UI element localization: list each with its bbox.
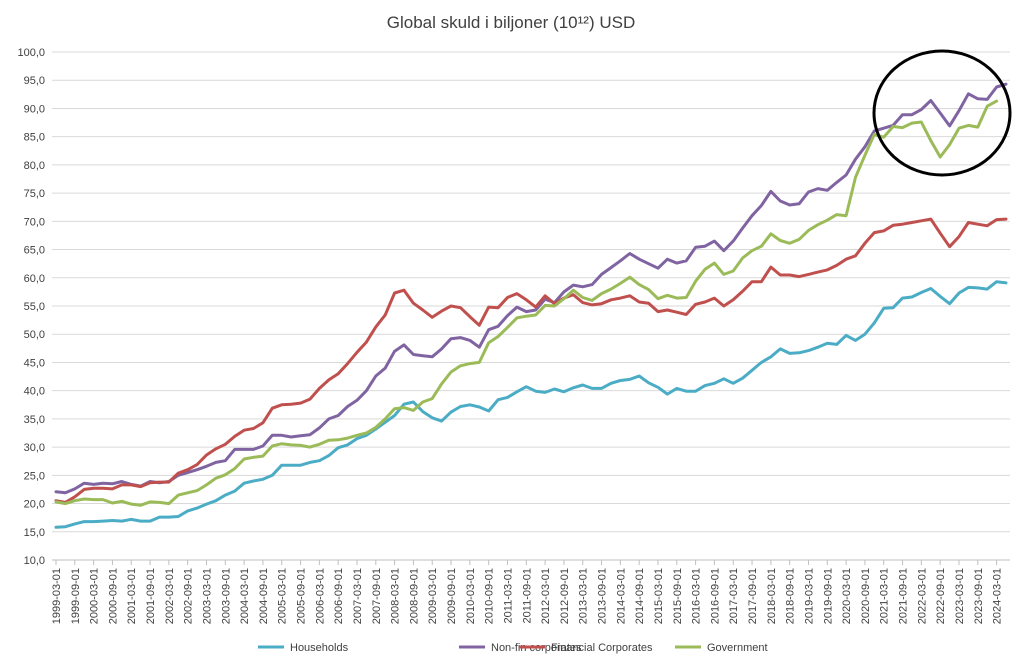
x-tick-label: 2011-09-01 — [521, 568, 533, 623]
x-tick-label: 2003-03-01 — [201, 568, 213, 624]
y-tick-label: 20,0 — [24, 499, 45, 511]
x-tick-label: 2020-03-01 — [841, 568, 853, 624]
y-tick-label: 55,0 — [24, 301, 45, 313]
x-axis: 1999-03-01 1999-09-01 2000-03-01 2000-09-01… — [51, 559, 1010, 624]
x-tick-label: 2016-09-01 — [709, 568, 721, 624]
x-tick-label: 2017-09-01 — [747, 568, 759, 624]
x-tick-label: 2008-03-01 — [390, 568, 402, 624]
legend-label: Households — [290, 642, 349, 654]
series-line-non-fin-corporates — [54, 82, 1008, 495]
y-tick-label: 70,0 — [24, 216, 45, 228]
x-tick-label: 2007-03-01 — [352, 568, 364, 624]
x-tick-label: 2014-09-01 — [634, 568, 646, 624]
x-tick-label: 2018-09-01 — [785, 568, 797, 624]
x-tick-label: 2022-09-01 — [935, 568, 947, 624]
x-tick-label: 2012-09-01 — [559, 568, 571, 624]
x-tick-label: 2005-09-01 — [296, 568, 308, 624]
grid-lines — [52, 51, 1010, 561]
x-tick-label: 2011-03-01 — [502, 568, 514, 623]
y-tick-label: 95,0 — [24, 75, 45, 87]
x-tick-label: 2004-09-01 — [258, 568, 270, 624]
x-tick-label: 2002-03-01 — [164, 568, 176, 624]
legend-label: Government — [707, 642, 768, 654]
x-tick-label: 2005-03-01 — [277, 568, 289, 624]
y-tick-label: 60,0 — [24, 273, 45, 285]
x-tick-label: 2013-09-01 — [597, 568, 609, 624]
x-tick-label: 2010-03-01 — [465, 568, 477, 624]
x-tick-label: 2019-03-01 — [803, 568, 815, 624]
x-tick-label: 2008-09-01 — [408, 568, 420, 624]
y-axis-tick-labels: 10,0 15,0 20,0 25,0 30,0 35,0 40,0 45,0 50,0 55,0… — [17, 47, 45, 567]
x-tick-label: 2006-09-01 — [333, 568, 345, 624]
x-tick-label: 2003-09-01 — [220, 568, 232, 624]
y-tick-label: 100,0 — [17, 47, 45, 59]
y-tick-label: 90,0 — [24, 103, 45, 115]
series-line-households — [54, 280, 1008, 529]
y-tick-label: 65,0 — [24, 245, 45, 257]
x-tick-label: 1999-09-01 — [70, 568, 82, 624]
x-tick-label: 2023-03-01 — [954, 568, 966, 624]
y-tick-label: 75,0 — [24, 188, 45, 200]
x-tick-label: 2017-03-01 — [728, 568, 740, 624]
y-tick-label: 35,0 — [24, 414, 45, 426]
x-tick-label: 2024-03-01 — [992, 568, 1004, 624]
x-tick-label: 2015-09-01 — [672, 568, 684, 624]
x-tick-label: 2006-03-01 — [314, 568, 326, 624]
y-tick-label: 10,0 — [24, 555, 45, 567]
x-tick-label: 2021-09-01 — [898, 568, 910, 624]
x-tick-label: 2009-09-01 — [446, 568, 458, 624]
x-tick-label: 2002-09-01 — [183, 568, 195, 624]
x-tick-label: 2015-03-01 — [653, 568, 665, 624]
y-tick-label: 40,0 — [24, 386, 45, 398]
x-tick-label: 2013-03-01 — [578, 568, 590, 624]
x-tick-label: 2010-09-01 — [484, 568, 496, 624]
series-line-government — [54, 99, 999, 507]
x-tick-label: 2007-09-01 — [371, 568, 383, 624]
x-tick-label: 2000-09-01 — [107, 568, 119, 624]
y-tick-label: 50,0 — [24, 329, 45, 341]
x-tick-label: 2023-09-01 — [973, 568, 985, 624]
x-tick-label: 2001-03-01 — [126, 568, 138, 624]
y-tick-label: 15,0 — [24, 527, 45, 539]
legend-label: Financial Corporates — [551, 642, 653, 654]
x-tick-label: 2001-09-01 — [145, 568, 157, 624]
x-tick-label: 2014-03-01 — [615, 568, 627, 624]
y-tick-label: 25,0 — [24, 470, 45, 482]
y-tick-label: 85,0 — [24, 132, 45, 144]
chart-title: Global skuld i biljoner (10¹²) USD — [387, 13, 635, 32]
x-tick-label: 2020-09-01 — [860, 568, 872, 624]
x-tick-label: 2018-03-01 — [766, 568, 778, 624]
x-tick-label: 2000-03-01 — [89, 568, 101, 624]
x-tick-label: 2004-03-01 — [239, 568, 251, 624]
x-tick-label: 2021-03-01 — [879, 568, 891, 624]
x-tick-label: 2019-09-01 — [822, 568, 834, 624]
highlight-ellipse — [872, 49, 1012, 177]
y-tick-label: 30,0 — [24, 442, 45, 454]
y-tick-label: 45,0 — [24, 357, 45, 369]
y-tick-label: 80,0 — [24, 160, 45, 172]
x-tick-label: 2012-03-01 — [540, 568, 552, 624]
series-lines — [54, 82, 1008, 529]
x-tick-label: 2022-03-01 — [916, 568, 928, 624]
x-tick-label: 2009-03-01 — [427, 568, 439, 624]
series-line-financial-corporates — [54, 217, 1008, 504]
x-tick-label: 1999-03-01 — [51, 568, 63, 624]
x-tick-label: 2016-03-01 — [691, 568, 703, 624]
